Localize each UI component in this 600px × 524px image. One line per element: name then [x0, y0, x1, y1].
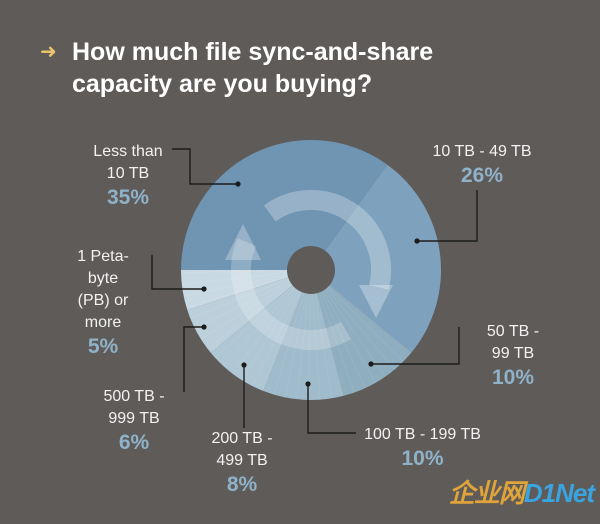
pie-center-hole: [287, 246, 335, 294]
leader-line-1: [172, 148, 238, 185]
leader-dot-4: [305, 381, 311, 387]
leader-dot-2: [414, 238, 420, 244]
label-200-499tb: 200 TB - 499 TB 8%: [211, 430, 273, 496]
label-10-49tb: 10 TB - 49 TB 26%: [432, 143, 532, 187]
leader-lines: [151, 148, 478, 434]
leader-dot-7: [201, 286, 207, 292]
pie-slice-1: [181, 139, 388, 270]
watermark-logo: 企业网D1Net: [448, 478, 595, 508]
leader-dot-1: [235, 181, 241, 187]
pie-slice-2: [311, 164, 442, 353]
arrow-icon: ➜: [40, 41, 57, 63]
leader-line-2: [417, 190, 478, 242]
leader-line-4: [307, 384, 356, 434]
label-100-199tb: 100 TB - 199 TB 10%: [364, 426, 481, 470]
label-1pb-or-more: 1 Peta- byte (PB) or more 5%: [77, 248, 129, 358]
leader-line-7: [151, 255, 204, 290]
pie-slice-4: [263, 270, 344, 400]
label-less-than-10tb: Less than 10 TB 35%: [93, 143, 163, 209]
leader-dot-5: [241, 362, 247, 368]
cycle-arrows-icon: [225, 190, 393, 350]
leader-line-3: [371, 327, 460, 365]
label-50-99tb: 50 TB - 99 TB 10%: [486, 323, 540, 389]
pie-slice-7: [181, 270, 311, 311]
pie-slice-5: [210, 270, 311, 391]
leader-dot-3: [368, 361, 374, 367]
pie-slice-6: [187, 270, 311, 353]
leader-line-6: [183, 326, 204, 392]
chart-title: How much file sync-and-share capacity ar…: [72, 38, 434, 98]
leader-dot-6: [201, 324, 207, 330]
label-500-999tb: 500 TB - 999 TB 6%: [103, 388, 165, 454]
